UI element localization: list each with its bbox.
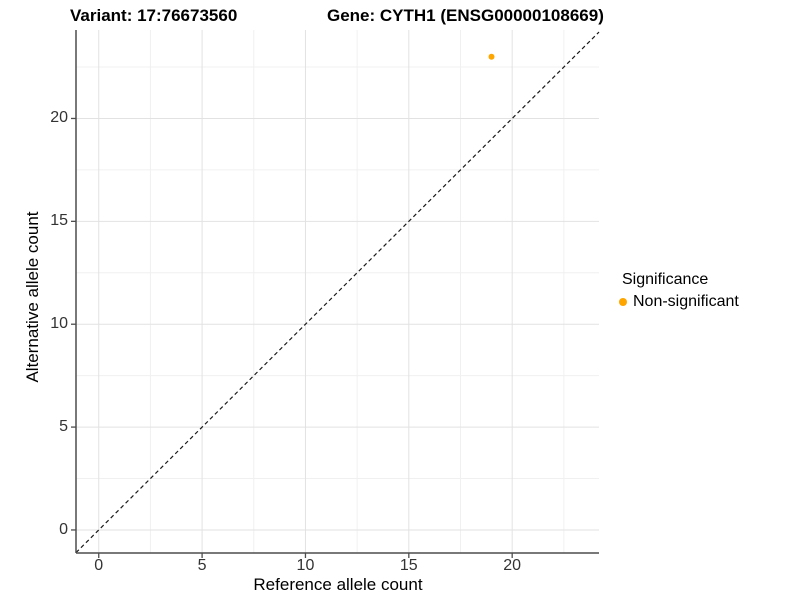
x-tick-label: 10	[296, 557, 315, 574]
x-tick-label: 0	[94, 557, 104, 574]
x-axis-title: Reference allele count	[253, 575, 423, 594]
data-point	[488, 53, 495, 60]
y-tick-label: 15	[50, 212, 68, 230]
legend-label: Non-significant	[633, 293, 739, 310]
legend-items: Non-significant	[615, 293, 795, 311]
y-tick-label: 20	[50, 109, 68, 127]
gene-title: Gene: CYTH1 (ENSG00000108669)	[327, 6, 604, 25]
legend: Significance Non-significant	[615, 270, 795, 311]
legend-title: Significance	[622, 271, 709, 288]
y-tick-label: 5	[59, 418, 68, 436]
x-tick-label: 20	[503, 557, 522, 574]
x-tick-label: 5	[197, 557, 207, 574]
legend-swatch-dot-icon	[619, 298, 627, 306]
y-tick-label: 0	[59, 520, 68, 538]
variant-title: Variant: 17:76673560	[70, 6, 238, 25]
y-tick-label: 10	[50, 315, 68, 333]
legend-item: Non-significant	[615, 293, 795, 311]
y-axis-title: Alternative allele count	[23, 211, 42, 383]
identity-dashed-line	[75, 31, 600, 554]
x-tick-label: 15	[399, 557, 418, 574]
